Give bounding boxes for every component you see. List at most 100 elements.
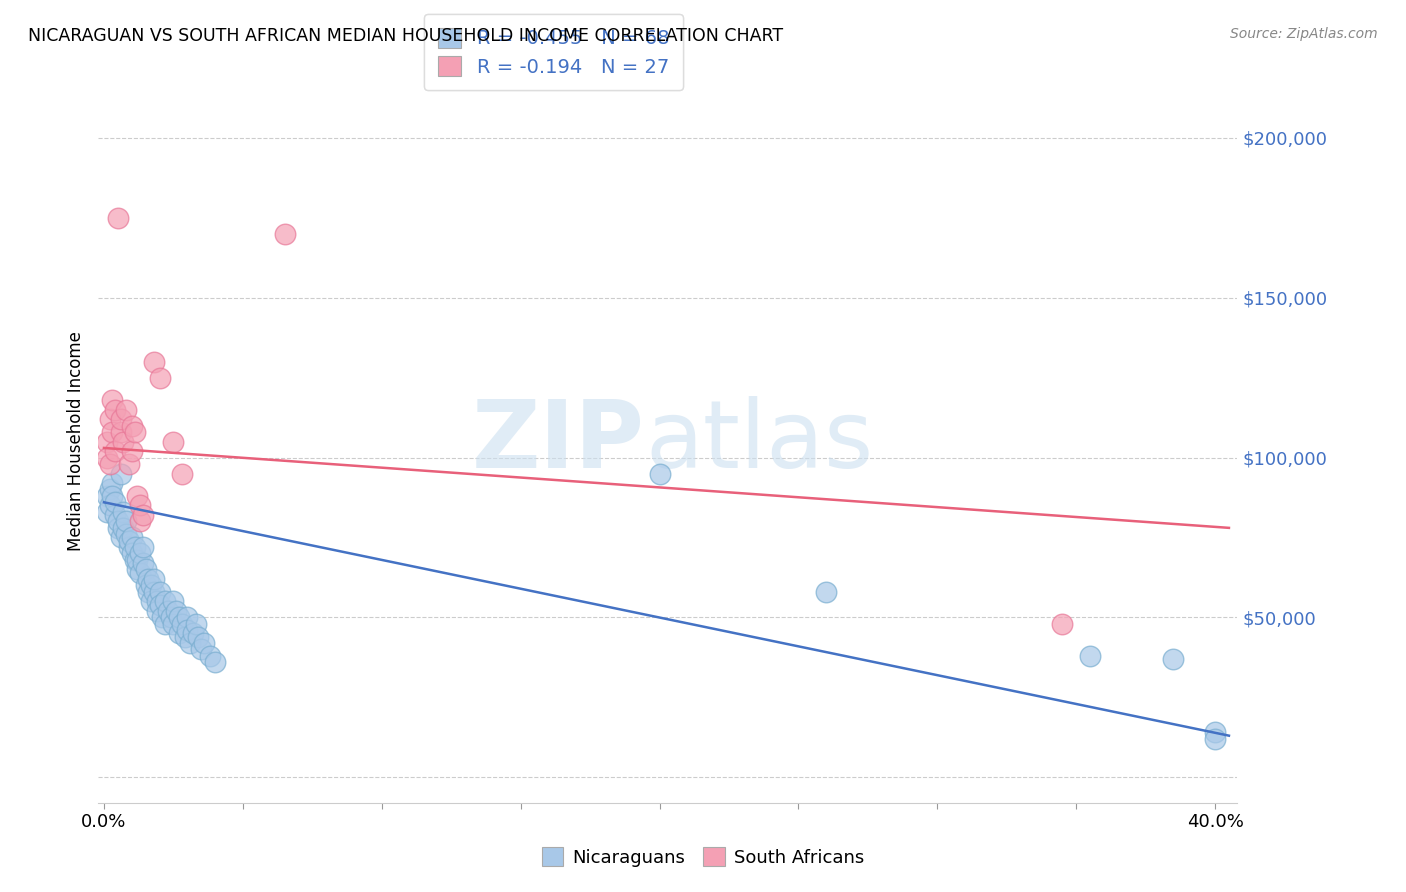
Point — [190, 642, 212, 657]
Point — [141, 578, 163, 592]
Point — [162, 434, 184, 449]
Point — [110, 531, 132, 545]
Point — [135, 578, 157, 592]
Point — [176, 623, 198, 637]
Point — [170, 467, 193, 481]
Point — [162, 594, 184, 608]
Point — [110, 412, 132, 426]
Point — [98, 483, 121, 497]
Point — [115, 402, 138, 417]
Point — [179, 636, 201, 650]
Point — [96, 489, 118, 503]
Point — [176, 610, 198, 624]
Point — [118, 533, 141, 548]
Point — [115, 515, 138, 529]
Point — [148, 598, 170, 612]
Point — [107, 521, 129, 535]
Point — [118, 540, 141, 554]
Point — [127, 553, 149, 567]
Point — [153, 616, 176, 631]
Point — [138, 572, 160, 586]
Point — [129, 566, 152, 580]
Point — [204, 655, 226, 669]
Point — [150, 610, 173, 624]
Point — [1052, 616, 1074, 631]
Point — [129, 499, 152, 513]
Point — [187, 630, 209, 644]
Point — [156, 604, 179, 618]
Point — [193, 636, 215, 650]
Point — [132, 508, 155, 522]
Point — [121, 444, 143, 458]
Y-axis label: Median Household Income: Median Household Income — [66, 332, 84, 551]
Text: ZIP: ZIP — [472, 395, 645, 488]
Point — [101, 392, 124, 407]
Point — [143, 354, 166, 368]
Point — [138, 584, 160, 599]
Point — [184, 616, 207, 631]
Point — [104, 508, 127, 522]
Point — [104, 444, 127, 458]
Point — [132, 540, 155, 554]
Point — [143, 572, 166, 586]
Point — [141, 594, 163, 608]
Point — [101, 489, 124, 503]
Point — [101, 425, 124, 439]
Point — [96, 450, 118, 465]
Point — [173, 630, 195, 644]
Point — [124, 540, 146, 554]
Point — [110, 467, 132, 481]
Point — [121, 546, 143, 560]
Point — [112, 505, 135, 519]
Point — [101, 476, 124, 491]
Text: Source: ZipAtlas.com: Source: ZipAtlas.com — [1230, 27, 1378, 41]
Point — [98, 457, 121, 471]
Point — [1204, 731, 1226, 746]
Legend: Nicaraguans, South Africans: Nicaraguans, South Africans — [534, 840, 872, 874]
Point — [110, 425, 132, 439]
Point — [118, 457, 141, 471]
Point — [127, 489, 149, 503]
Point — [165, 604, 187, 618]
Point — [143, 584, 166, 599]
Point — [145, 594, 167, 608]
Point — [98, 412, 121, 426]
Point — [153, 594, 176, 608]
Text: atlas: atlas — [645, 395, 873, 488]
Point — [159, 610, 181, 624]
Point — [112, 434, 135, 449]
Point — [1204, 725, 1226, 739]
Point — [129, 515, 152, 529]
Point — [129, 546, 152, 560]
Point — [167, 610, 190, 624]
Point — [167, 626, 190, 640]
Point — [815, 584, 838, 599]
Point — [181, 626, 204, 640]
Point — [148, 584, 170, 599]
Point — [162, 616, 184, 631]
Point — [104, 402, 127, 417]
Point — [104, 495, 127, 509]
Point — [1163, 652, 1185, 666]
Point — [112, 521, 135, 535]
Point — [198, 648, 221, 663]
Point — [135, 562, 157, 576]
Point — [121, 531, 143, 545]
Point — [124, 553, 146, 567]
Text: NICARAGUAN VS SOUTH AFRICAN MEDIAN HOUSEHOLD INCOME CORRELATION CHART: NICARAGUAN VS SOUTH AFRICAN MEDIAN HOUSE… — [28, 27, 783, 45]
Point — [148, 370, 170, 384]
Point — [121, 418, 143, 433]
Point — [96, 434, 118, 449]
Point — [96, 505, 118, 519]
Point — [1078, 648, 1101, 663]
Point — [648, 467, 671, 481]
Point — [273, 227, 295, 241]
Point — [127, 562, 149, 576]
Point — [107, 515, 129, 529]
Point — [170, 616, 193, 631]
Point — [98, 499, 121, 513]
Point — [132, 556, 155, 570]
Point — [145, 604, 167, 618]
Point — [124, 425, 146, 439]
Point — [107, 211, 129, 225]
